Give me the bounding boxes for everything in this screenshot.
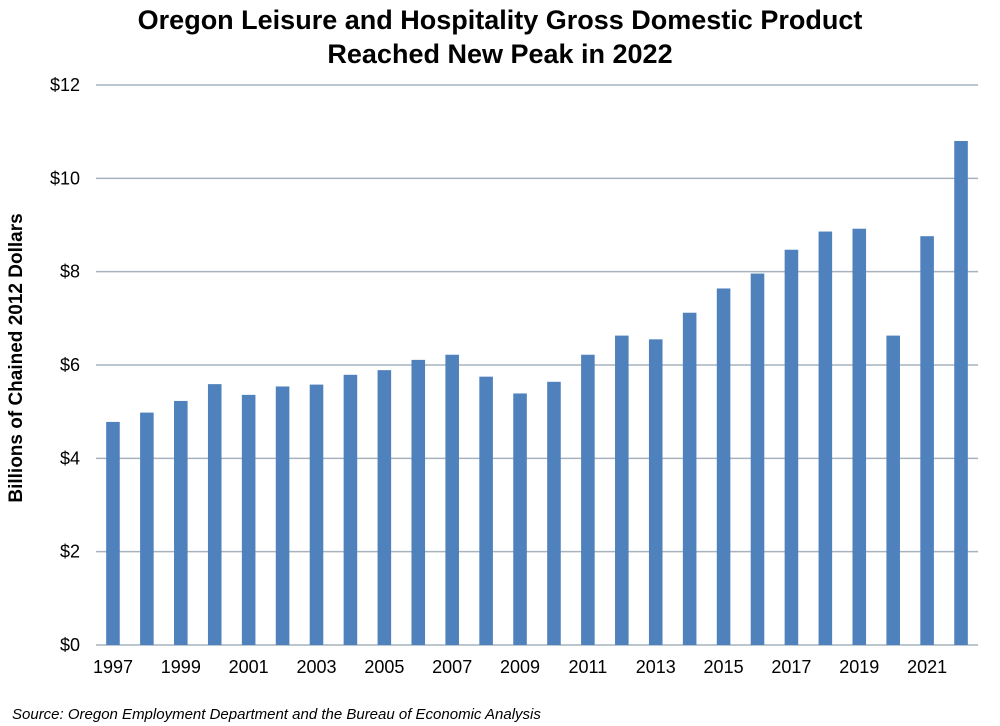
x-tick-label: 2001 xyxy=(229,657,269,677)
bar-2009 xyxy=(513,393,527,645)
bar-2010 xyxy=(547,381,561,645)
x-tick-label: 1997 xyxy=(93,657,133,677)
bar-1999 xyxy=(174,400,188,645)
bar-2003 xyxy=(309,384,324,645)
bar-2018 xyxy=(818,231,833,646)
bar-1997 xyxy=(106,421,120,645)
bar-2000 xyxy=(207,384,222,645)
y-tick-label: $10 xyxy=(50,168,80,188)
x-tick-label: 2019 xyxy=(839,657,879,677)
chart-title-line-2: Reached New Peak in 2022 xyxy=(327,39,672,69)
y-tick-label: $0 xyxy=(60,635,80,655)
x-tick-label: 2005 xyxy=(364,657,404,677)
x-tick-label: 2017 xyxy=(771,657,811,677)
x-tick-label: 2003 xyxy=(296,657,336,677)
y-tick-label: $8 xyxy=(60,262,80,282)
bar-2007 xyxy=(445,354,459,645)
bar-2017 xyxy=(784,249,799,645)
x-tick-label: 2009 xyxy=(500,657,540,677)
y-tick-label: $6 xyxy=(60,355,80,375)
bar-2001 xyxy=(241,394,256,645)
x-tick-label: 2015 xyxy=(704,657,744,677)
bar-2021 xyxy=(920,236,934,645)
x-axis-ticks: 1997 1999 2001 2003 2005 2007 2009 2011 2013 2015… xyxy=(93,657,947,677)
y-tick-label: $4 xyxy=(60,448,80,468)
bar-2022 xyxy=(954,141,968,645)
bar-2002 xyxy=(275,386,290,645)
bar-2011 xyxy=(581,354,595,645)
y-axis-ticks: $0 $2 $4 $6 $8 $10 $12 xyxy=(50,75,80,655)
x-tick-label: 2021 xyxy=(907,657,947,677)
bar-2006 xyxy=(411,359,426,645)
bar-2008 xyxy=(479,376,493,645)
bars xyxy=(106,141,968,646)
bar-2020 xyxy=(886,335,900,645)
bar-2014 xyxy=(682,312,697,645)
x-tick-label: 1999 xyxy=(161,657,201,677)
y-tick-label: $2 xyxy=(60,542,80,562)
bar-2005 xyxy=(377,370,392,645)
x-tick-label: 2011 xyxy=(569,657,608,677)
bar-2019 xyxy=(852,228,867,645)
chart-title-line-1: Oregon Leisure and Hospitality Gross Dom… xyxy=(138,5,863,35)
bar-2016 xyxy=(750,273,765,645)
chart-title: Oregon Leisure and Hospitality Gross Dom… xyxy=(138,5,863,69)
bar-2013 xyxy=(648,339,663,645)
bar-1998 xyxy=(140,412,154,645)
y-tick-label: $12 xyxy=(50,75,80,95)
x-tick-label: 2007 xyxy=(432,657,472,677)
bar-2015 xyxy=(716,288,731,645)
source-note: Source: Oregon Employment Department and… xyxy=(12,706,541,723)
gridlines xyxy=(96,84,978,646)
x-tick-label: 2013 xyxy=(636,657,676,677)
bar-2004 xyxy=(343,374,358,645)
bar-2012 xyxy=(615,335,629,645)
y-axis-label: Billions of Chained 2012 Dollars xyxy=(6,213,27,502)
